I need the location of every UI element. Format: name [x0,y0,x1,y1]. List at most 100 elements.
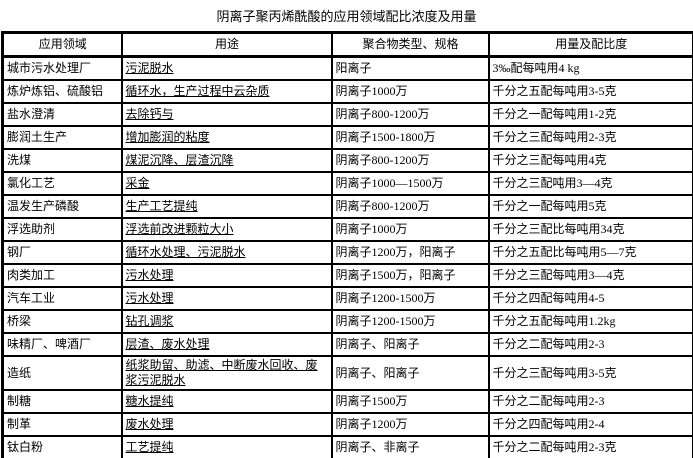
cell-application: 肉类加工 [1,263,123,288]
table-row: 制革 废水处理 阴离子1200万 千分之四配每吨用2-4 [1,412,693,437]
cell-use: 煤泥沉降、层渣沉降 [120,148,333,173]
cell-use: 污水处理 [120,286,333,311]
cell-dosage: 千分之三配比每吨用34克 [487,217,693,242]
cell-use: 循环水处理、污泥脱水 [120,240,333,265]
cell-dosage: 千分之三配吨用3—4克 [487,171,693,196]
cell-dosage: 千分之三配每吨用3—4克 [487,263,693,288]
cell-application: 浮选助剂 [1,217,123,242]
use-link[interactable]: 增加膨润的粘度 [125,130,210,144]
header-use: 用途 [120,31,333,58]
cell-use: 循环水，生产过程中云杂质 [120,79,333,104]
table-row: 钛白粉 工艺提纯 阴离子、非离子 千分之二配每吨用2-3克 [1,435,693,458]
cell-application: 造纸 [1,355,123,391]
use-link[interactable]: 浮选前改进颗粒大小 [125,222,234,236]
use-link[interactable]: 采金 [125,176,150,190]
cell-use: 增加膨润的粘度 [120,125,333,150]
cell-use: 采金 [120,171,333,196]
cell-application: 盐水澄清 [1,102,123,127]
cell-polymer: 阳离子 [330,55,490,81]
table-row: 肉类加工 污水处理 阴离子1500万，阳离子 千分之三配每吨用3—4克 [1,263,693,288]
cell-dosage: 千分之三配每吨用2-3克 [487,125,693,150]
cell-application: 汽车工业 [1,286,123,311]
cell-application: 桥梁 [1,309,123,334]
cell-application: 氯化工艺 [1,171,123,196]
page-title: 阴离子聚丙烯酰酸的应用领域配比浓度及用量 [216,9,477,24]
table-row: 桥梁 钻孔调浆 阴离子1200-1500万 千分之五配每吨用1.2kg [1,309,693,334]
cell-dosage: 千分之一配每吨用5克 [487,194,693,219]
cell-polymer: 阴离子800-1200万 [330,102,490,127]
header-dosage: 用量及配比度 [487,31,693,58]
cell-polymer: 阴离子1200-1500万 [330,286,490,311]
use-link[interactable]: 层渣、废水处理 [125,337,210,351]
use-link[interactable]: 糖水提纯 [125,394,174,408]
table-row: 温发生产磷酸 生产工艺提纯 阴离子800-1200万 千分之一配每吨用5克 [1,194,693,219]
cell-use: 去除钙与 [120,102,333,127]
use-link[interactable]: 污水处理 [125,268,174,282]
cell-dosage: 千分之四配每吨用2-4 [487,412,693,437]
table-row: 城市污水处理厂 污泥脱水 阳离子 3‰配每吨用4 kg [1,55,693,81]
application-table: 应用领域 用途 聚合物类型、规格 用量及配比度 城市污水处理厂 污泥脱水 阳离子… [1,31,693,458]
cell-dosage: 千分之三配每吨用3-5克 [487,355,693,391]
cell-application: 制革 [1,412,123,437]
cell-use: 污水处理 [120,263,333,288]
cell-use: 工艺提纯 [120,435,333,458]
cell-use: 废水处理 [120,412,333,437]
cell-dosage: 千分之五配每吨用1.2kg [487,309,693,334]
table-row: 钢厂 循环水处理、污泥脱水 阴离子1200万，阳离子 千分之五配比每吨用5—7克 [1,240,693,265]
cell-dosage: 千分之二配每吨用2-3克 [487,435,693,458]
cell-application: 炼炉炼铝、硫酸铝 [1,79,123,104]
use-link[interactable]: 去除钙与 [125,107,174,121]
use-link[interactable]: 工艺提纯 [125,440,174,454]
use-link[interactable]: 煤泥沉降、层渣沉降 [125,153,234,167]
cell-dosage: 千分之二配每吨用2-3 [487,389,693,414]
cell-application: 味精厂、啤酒厂 [1,332,123,357]
cell-polymer: 阴离子800-1200万 [330,194,490,219]
cell-use: 钻孔调浆 [120,309,333,334]
table-row: 膨润土生产 增加膨润的粘度 阴离子1500-1800万 千分之三配每吨用2-3克 [1,125,693,150]
use-link[interactable]: 循环水处理、污泥脱水 [125,245,246,259]
cell-polymer: 阴离子1000—1500万 [330,171,490,196]
cell-polymer: 阴离子1000万 [330,217,490,242]
header-application: 应用领域 [1,31,123,58]
cell-application: 膨润土生产 [1,125,123,150]
cell-application: 制糖 [1,389,123,414]
cell-polymer: 阴离子、阳离子 [330,355,490,391]
table-row: 味精厂、啤酒厂 层渣、废水处理 阴离子、阳离子 千分之二配每吨用2-3 [1,332,693,357]
cell-use: 生产工艺提纯 [120,194,333,219]
cell-use: 纸浆助留、助滤、中断废水回收、废浆污泥脱水 [120,355,333,391]
cell-application: 城市污水处理厂 [1,55,123,81]
use-link[interactable]: 污水处理 [125,291,174,305]
table-header: 应用领域 用途 聚合物类型、规格 用量及配比度 [1,31,693,58]
cell-polymer: 阴离子1200万，阳离子 [330,240,490,265]
cell-polymer: 阴离子1000万 [330,79,490,104]
cell-dosage: 千分之一配每吨用1-2克 [487,102,693,127]
use-link[interactable]: 循环水，生产过程中云杂质 [125,84,270,98]
cell-dosage: 3‰配每吨用4 kg [487,55,693,81]
use-link[interactable]: 污泥脱水 [125,61,174,75]
cell-polymer: 阴离子1200-1500万 [330,309,490,334]
cell-application: 洗煤 [1,148,123,173]
table-row: 汽车工业 污水处理 阴离子1200-1500万 千分之四配每吨用4-5 [1,286,693,311]
cell-polymer: 阴离子1500万，阳离子 [330,263,490,288]
cell-polymer: 阴离子1200万 [330,412,490,437]
use-link[interactable]: 钻孔调浆 [125,314,174,328]
table-row: 氯化工艺 采金 阴离子1000—1500万 千分之三配吨用3—4克 [1,171,693,196]
table-row: 炼炉炼铝、硫酸铝 循环水，生产过程中云杂质 阴离子1000万 千分之五配每吨用3… [1,79,693,104]
cell-dosage: 千分之五配比每吨用5—7克 [487,240,693,265]
use-link[interactable]: 生产工艺提纯 [125,199,198,213]
table-row: 盐水澄清 去除钙与 阴离子800-1200万 千分之一配每吨用1-2克 [1,102,693,127]
cell-dosage: 千分之三配每吨用4克 [487,148,693,173]
table-row: 浮选助剂 浮选前改进颗粒大小 阴离子1000万 千分之三配比每吨用34克 [1,217,693,242]
cell-polymer: 阴离子1500-1800万 [330,125,490,150]
use-link[interactable]: 废水处理 [125,417,174,431]
header-row: 应用领域 用途 聚合物类型、规格 用量及配比度 [1,31,693,58]
cell-application: 钛白粉 [1,435,123,458]
cell-polymer: 阴离子、非离子 [330,435,490,458]
use-link[interactable]: 纸浆助留、助滤、中断废水回收、废浆污泥脱水 [125,358,318,387]
cell-use: 糖水提纯 [120,389,333,414]
header-polymer: 聚合物类型、规格 [330,31,490,58]
table-body: 城市污水处理厂 污泥脱水 阳离子 3‰配每吨用4 kg 炼炉炼铝、硫酸铝 循环水… [1,55,693,458]
cell-application: 温发生产磷酸 [1,194,123,219]
cell-application: 钢厂 [1,240,123,265]
